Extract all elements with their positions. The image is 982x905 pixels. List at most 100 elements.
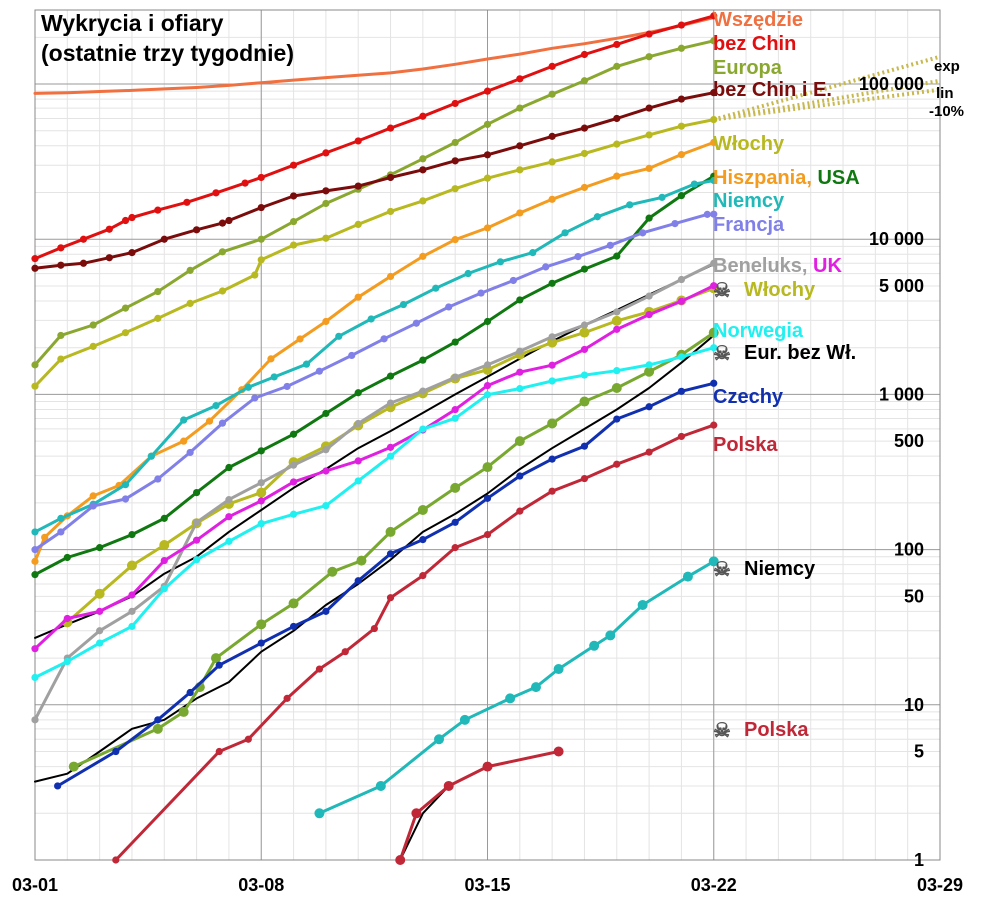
data-point-niemcy-zgony xyxy=(553,664,564,675)
data-point-niemcy-zgony xyxy=(605,630,616,641)
data-point-włochy xyxy=(613,140,621,148)
data-point-norwegia xyxy=(516,385,524,393)
data-point-francja xyxy=(671,219,679,228)
data-point-polska xyxy=(710,421,718,429)
data-point-francja xyxy=(477,289,485,297)
data-point-niemcy xyxy=(561,229,569,237)
data-point-bez-chin xyxy=(548,62,556,70)
data-point-bez-chin-i-e xyxy=(257,203,265,212)
data-point-usa xyxy=(483,317,492,326)
data-point-włochy xyxy=(548,158,556,166)
data-point-włochy-zgony xyxy=(159,540,170,551)
data-point-bez-chin xyxy=(613,40,621,49)
data-point-czechy xyxy=(386,550,395,558)
data-point-uk xyxy=(613,325,621,333)
x-tick-labels: 03-01 03-08 03-15 03-22 03-29 xyxy=(12,875,963,895)
series-line-hiszpania xyxy=(33,140,716,563)
data-point-bez-chin xyxy=(710,12,718,20)
data-point-bez-chin xyxy=(79,235,88,243)
data-point-polska xyxy=(112,856,120,864)
projection-label--10%: -10% xyxy=(929,103,964,120)
data-point-usa xyxy=(128,530,136,539)
data-point-francja xyxy=(251,394,259,402)
data-point-norwegia xyxy=(193,556,201,564)
data-point-europa xyxy=(516,104,524,112)
data-point-włochy xyxy=(251,271,259,279)
data-point-czechy xyxy=(548,455,556,463)
projection-line--10% xyxy=(713,87,941,122)
data-point-polska xyxy=(677,432,686,441)
data-point-hiszpania xyxy=(41,533,49,541)
data-point-eur-bez-wł xyxy=(708,327,719,338)
data-point-hiszpania xyxy=(419,252,427,260)
x-tick-label: 03-08 xyxy=(238,875,284,895)
data-point-norwegia xyxy=(677,353,686,361)
series-line-uk xyxy=(33,284,716,651)
data-point-włochy xyxy=(516,166,524,174)
data-point-bez-chin-i-e xyxy=(483,151,492,159)
data-point-uk xyxy=(193,536,201,544)
series-label-part: Beneluks, xyxy=(713,255,807,277)
data-point-norwegia xyxy=(483,391,492,399)
data-point-hiszpania xyxy=(267,355,275,363)
data-point-francja xyxy=(348,351,356,360)
series-label-beneluks: Beneluks, UK xyxy=(713,255,842,277)
x-tick-label: 03-15 xyxy=(464,875,510,895)
data-point-eur-bez-wł xyxy=(482,462,493,473)
data-point-usa xyxy=(31,571,39,579)
data-point-usa xyxy=(613,252,621,260)
data-point-niemcy-zgony xyxy=(530,682,541,693)
data-point-europa xyxy=(257,235,265,243)
projection-label-exp: exp xyxy=(934,58,960,75)
data-point-włochy-zgony xyxy=(611,315,622,326)
series-label-part: Eur. bez Wł. xyxy=(744,342,856,364)
y-tick-label: 10 000 xyxy=(869,229,924,249)
data-point-bez-chin-i-e xyxy=(225,216,233,225)
data-point-bez-chin xyxy=(241,179,249,187)
data-point-eur-bez-wł xyxy=(547,418,558,429)
data-point-usa xyxy=(63,553,71,562)
data-point-włochy xyxy=(419,197,427,205)
data-point-hiszpania xyxy=(613,172,621,180)
data-point-europa xyxy=(289,217,298,226)
data-point-włochy xyxy=(677,122,686,130)
data-point-niemcy xyxy=(496,258,505,266)
data-point-europa xyxy=(31,361,39,369)
data-point-francja xyxy=(639,229,647,237)
series-label-bez-chin-i-e: bez Chin i E. xyxy=(713,79,832,101)
data-point-eur-bez-wł xyxy=(644,366,655,377)
data-point-włochy xyxy=(289,241,298,249)
data-point-francja xyxy=(412,319,420,327)
data-point-uk xyxy=(386,443,395,451)
data-point-bez-chin-i-e xyxy=(613,114,621,123)
data-point-europa xyxy=(154,287,162,296)
data-point-czechy xyxy=(516,472,524,480)
data-point-hiszpania xyxy=(548,195,556,203)
data-point-europa xyxy=(57,331,65,340)
data-point-uk xyxy=(63,614,71,623)
series-line-polska xyxy=(114,423,716,862)
data-point-norwegia xyxy=(128,622,136,631)
data-point-bez-chin-i-e xyxy=(31,264,39,272)
y-tick-label: 50 xyxy=(904,586,924,606)
data-point-hiszpania xyxy=(31,557,39,565)
data-point-europa xyxy=(322,199,330,208)
data-point-eur-bez-wł xyxy=(327,566,338,577)
data-point-niemcy-zgony xyxy=(589,640,600,651)
data-point-włochy-zgony xyxy=(256,487,267,498)
data-point-beneluks xyxy=(580,321,589,329)
series-label-eur-bez-wł: Eur. bez Wł. xyxy=(744,342,856,364)
data-point-beneluks xyxy=(257,479,265,487)
data-point-uk xyxy=(451,406,459,414)
data-point-czechy xyxy=(215,661,223,669)
data-point-eur-bez-wł xyxy=(152,723,163,734)
data-point-uk xyxy=(96,607,104,615)
data-point-uk xyxy=(548,361,556,369)
data-point-czechy xyxy=(322,607,330,615)
y-tick-label: 5 xyxy=(914,742,924,762)
series-label-wszędzie-bez-chin: Wszędzie xyxy=(713,9,803,31)
data-point-bez-chin-i-e xyxy=(105,254,113,262)
data-point-bez-chin-i-e xyxy=(79,259,88,267)
data-point-francja xyxy=(606,241,614,249)
data-point-usa xyxy=(322,409,330,418)
